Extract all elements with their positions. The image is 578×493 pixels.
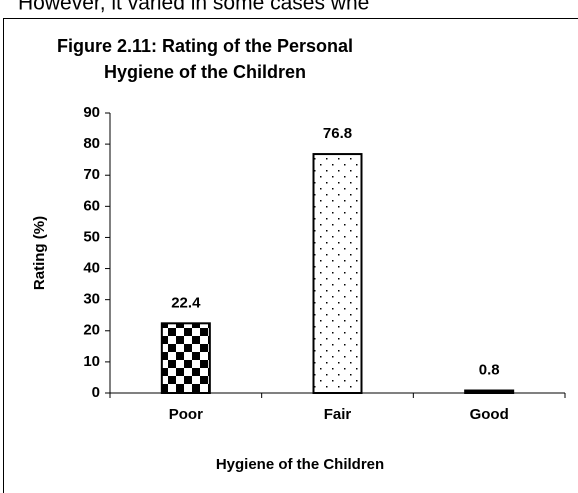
chart-title: Hygiene of the Children	[104, 62, 306, 82]
y-tick-label: 10	[83, 353, 100, 370]
chart-title: Figure 2.11: Rating of the Personal	[57, 36, 353, 56]
y-tick-label: 40	[83, 260, 100, 277]
page-text: However, it varied in some cases whe	[18, 0, 369, 15]
bar	[464, 389, 515, 394]
x-axis-label: Hygiene of the Children	[216, 456, 384, 473]
y-tick-label: 50	[83, 228, 100, 245]
y-tick-label: 30	[83, 291, 100, 308]
y-tick-label: 70	[83, 166, 100, 183]
x-tick-label: Fair	[324, 406, 352, 423]
y-tick-label: 0	[92, 384, 100, 401]
y-axis-label: Rating (%)	[31, 216, 48, 290]
value-label: 76.8	[323, 125, 352, 142]
y-tick-label: 90	[83, 104, 100, 121]
value-label: 22.4	[171, 294, 201, 311]
x-tick-label: Poor	[169, 406, 203, 423]
y-tick-label: 60	[83, 197, 100, 214]
y-tick-label: 80	[83, 135, 100, 152]
chart-frame	[3, 18, 578, 493]
y-tick-label: 20	[83, 322, 100, 339]
bar	[160, 322, 211, 394]
x-tick-label: Good	[470, 406, 509, 423]
value-label: 0.8	[479, 361, 500, 378]
bar	[312, 153, 363, 394]
